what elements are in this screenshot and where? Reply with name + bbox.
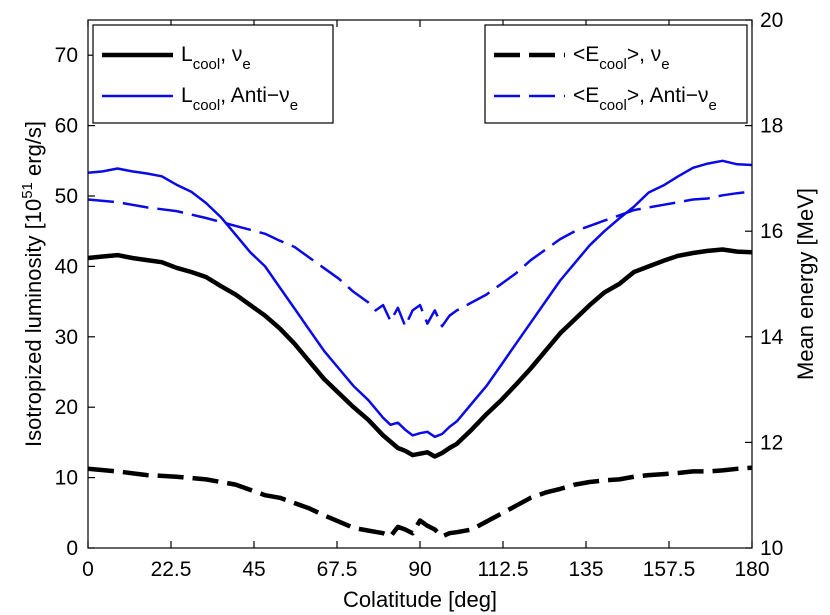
legend-entry-label: Lcool, νe xyxy=(181,43,251,73)
legend-entry-label: <Ecool>, Anti−νe xyxy=(573,84,717,114)
x-tick-label: 112.5 xyxy=(478,558,529,581)
series-line-0 xyxy=(87,247,753,459)
legend-label-mid: , ν xyxy=(220,43,242,66)
y-left-title-tail: erg/s] xyxy=(21,121,46,182)
y-left-tick-label: 50 xyxy=(55,185,78,208)
x-tick-label: 90 xyxy=(408,558,431,581)
y-right-tick-label: 10 xyxy=(760,537,783,560)
y-right-tick-label: 16 xyxy=(760,220,783,243)
legend-box xyxy=(484,24,748,124)
legend-entry-label: <Ecool>, νe xyxy=(573,43,670,73)
x-tick-label: 0 xyxy=(82,558,94,581)
legend-label-main: L xyxy=(181,84,193,107)
legend-top-right: <Ecool>, νe<Ecool>, Anti−νe xyxy=(484,24,748,124)
legend-label-sub2: e xyxy=(290,97,298,114)
y-left-tick-label: 40 xyxy=(55,255,78,278)
y-left-tick-label: 60 xyxy=(55,115,78,138)
x-tick-label: 67.5 xyxy=(317,558,358,581)
legend-label-sub2: e xyxy=(709,97,717,114)
legend-label-sub2: e xyxy=(242,56,250,73)
series-line-3 xyxy=(87,190,753,328)
series-line-2 xyxy=(87,465,753,539)
y-left-axis-title: Isotropized luminosity [1051 erg/s] xyxy=(19,121,46,447)
y-left-tick-label: 70 xyxy=(55,44,78,67)
legend-label-sub2: e xyxy=(661,56,669,73)
legend-entry-label: Lcool, Anti−νe xyxy=(181,84,298,114)
x-tick-label: 45 xyxy=(242,558,265,581)
legend-label-sub: cool xyxy=(193,56,221,73)
y-left-tick-label: 30 xyxy=(55,326,78,349)
legend-label-sub: cool xyxy=(599,97,627,114)
y-left-tick-label: 20 xyxy=(55,396,78,419)
series-layer xyxy=(87,159,753,539)
y-left-tick-label: 0 xyxy=(66,537,78,560)
legend-label-main: L xyxy=(181,43,193,66)
y-right-tick-label: 14 xyxy=(760,326,784,349)
y-left-tick-label: 10 xyxy=(55,467,78,490)
legend-label-main: <E xyxy=(573,84,599,107)
y-left-title-main: Isotropized luminosity [10 xyxy=(21,199,46,447)
y-right-tick-label: 18 xyxy=(760,115,783,138)
x-tick-label: 157.5 xyxy=(643,558,696,581)
y-right-tick-label: 20 xyxy=(760,9,783,32)
legend-label-mid: , Anti−ν xyxy=(220,84,289,107)
legend-box xyxy=(92,24,334,124)
series-line-1 xyxy=(87,159,753,439)
x-tick-label: 135 xyxy=(568,558,603,581)
x-axis-title: Colatitude [deg] xyxy=(343,587,497,612)
legend-label-main: <E xyxy=(573,43,599,66)
x-tick-label: 180 xyxy=(734,558,769,581)
legend-label-sub: cool xyxy=(599,56,627,73)
y-right-axis-title: Mean energy [MeV] xyxy=(793,188,818,380)
legend-label-sub: cool xyxy=(193,97,221,114)
x-tick-label: 22.5 xyxy=(151,558,192,581)
y-left-title-exponent: 51 xyxy=(19,182,36,199)
labels-layer: 0 22.5 45 67.5 90 112.5 135 157.5 180 0 10 20 30 40 50… xyxy=(19,9,818,612)
legend-label-mid: >, ν xyxy=(627,43,661,66)
y-right-tick-label: 12 xyxy=(760,431,783,454)
legend-label-mid: >, Anti−ν xyxy=(627,84,709,107)
